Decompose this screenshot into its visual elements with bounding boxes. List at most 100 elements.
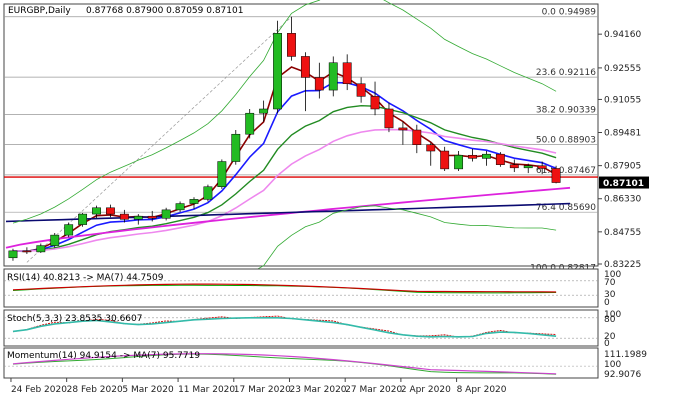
candle[interactable] (398, 121, 408, 145)
candle-body (300, 56, 310, 78)
candle[interactable] (328, 56, 338, 97)
candle-body (398, 127, 408, 131)
ma-blue-line (12, 81, 557, 253)
candle[interactable] (119, 209, 129, 223)
candle[interactable] (384, 102, 394, 133)
stoch-tick-80: 80 (604, 315, 616, 325)
candle[interactable] (287, 16, 296, 61)
fib-label-2: 38.2 0.90339 (536, 105, 596, 115)
candle-body (384, 108, 394, 129)
candle[interactable] (64, 222, 74, 238)
momentum-tick-100: 100 (604, 360, 621, 370)
candle[interactable] (314, 62, 324, 99)
rsi-lines (4, 280, 598, 296)
ohlc-readout: 0.87768 0.87900 0.87059 0.87101 (86, 6, 243, 16)
candle[interactable] (412, 124, 422, 154)
candle[interactable] (537, 161, 547, 175)
candle[interactable] (106, 204, 115, 218)
time-tick-label: 5 Mar 2020 (122, 385, 174, 395)
candle-body (92, 207, 101, 215)
candle-body (370, 96, 380, 110)
time-tick-label: 24 Feb 2020 (11, 385, 67, 395)
candle[interactable] (273, 20, 282, 114)
rsi-tick-100: 100 (604, 270, 621, 280)
candle[interactable] (231, 130, 241, 165)
candlesticks[interactable] (8, 16, 561, 261)
candle-body (50, 234, 60, 246)
rsi-title: RSI(14) 40.8213 -> MA(7) 44.7509 (7, 273, 164, 283)
candle-body (64, 224, 74, 236)
candle[interactable] (175, 201, 185, 212)
candle[interactable] (133, 214, 143, 225)
candle[interactable] (217, 159, 227, 189)
stoch-tick-20: 20 (604, 332, 616, 342)
candle[interactable] (482, 151, 491, 166)
price-axis: 0.94160 0.92555 0.91055 0.89481 0.87905 0.863… (598, 30, 649, 270)
price-tick-label: 0.92555 (604, 64, 641, 74)
rsi-pane[interactable] (3, 268, 599, 308)
momentum-line (12, 353, 557, 375)
time-tick-label: 27 Mar 2020 (345, 385, 402, 395)
stoch-main-line (12, 317, 557, 338)
candle-body (454, 154, 464, 170)
candle[interactable] (551, 165, 561, 184)
candle-body (78, 213, 88, 225)
candle[interactable] (468, 148, 477, 162)
candle[interactable] (203, 184, 213, 202)
time-tick-label: 8 Apr 2020 (457, 385, 507, 395)
candle-body (356, 83, 366, 97)
candle[interactable] (161, 207, 171, 221)
fib-label-4: 61.8 0.87467 (536, 166, 596, 176)
candle-body (412, 129, 422, 145)
stoch-tick-0: 0 (604, 339, 610, 349)
candle-body (495, 153, 505, 165)
main-price-pane[interactable] (3, 3, 599, 267)
candle[interactable] (189, 197, 199, 209)
momentum-tick-bottom: 92.9076 (604, 370, 641, 380)
candle[interactable] (523, 163, 533, 174)
fib-label-1: 23.6 0.92116 (536, 68, 596, 78)
candle[interactable] (495, 152, 505, 167)
candle-body (119, 213, 129, 220)
candle[interactable] (356, 77, 366, 103)
ma-pink-line (12, 128, 557, 252)
candle[interactable] (22, 247, 32, 255)
candle-body (189, 199, 199, 204)
candle-body (203, 186, 213, 200)
fib-label-5: 76.4 0.85690 (536, 203, 596, 213)
candle-body (342, 62, 352, 85)
candle[interactable] (426, 142, 436, 166)
candle-body (22, 250, 32, 253)
stoch-tick-100: 100 (604, 310, 621, 320)
candle-body (161, 209, 171, 219)
stoch-pane[interactable] (3, 309, 599, 347)
time-tick-label: 28 Feb 2020 (67, 385, 123, 395)
candle[interactable] (259, 100, 269, 122)
ma-darkred-line (12, 66, 557, 253)
candle[interactable] (300, 52, 310, 112)
candle[interactable] (147, 210, 157, 222)
candle[interactable] (8, 248, 18, 261)
candle[interactable] (245, 108, 255, 139)
candle-body (328, 62, 338, 91)
candle[interactable] (370, 81, 380, 116)
candle[interactable] (92, 205, 101, 219)
candle[interactable] (454, 151, 464, 171)
candle-body (426, 144, 436, 152)
momentum-tick-top: 111.1989 (604, 350, 647, 360)
price-tick-label: 0.91055 (604, 95, 641, 105)
candle[interactable] (509, 159, 519, 173)
candle-body (8, 250, 18, 259)
candle-body (36, 245, 46, 253)
candle-body (482, 153, 491, 159)
candle-body (175, 203, 185, 211)
candle[interactable] (440, 146, 450, 171)
candle-body (245, 112, 255, 135)
candle[interactable] (36, 243, 46, 253)
candle[interactable] (342, 54, 352, 91)
price-tick-label: 0.89481 (604, 129, 641, 139)
candle[interactable] (50, 232, 60, 248)
candle[interactable] (78, 213, 88, 227)
current-price-label: 0.87101 (603, 179, 644, 189)
